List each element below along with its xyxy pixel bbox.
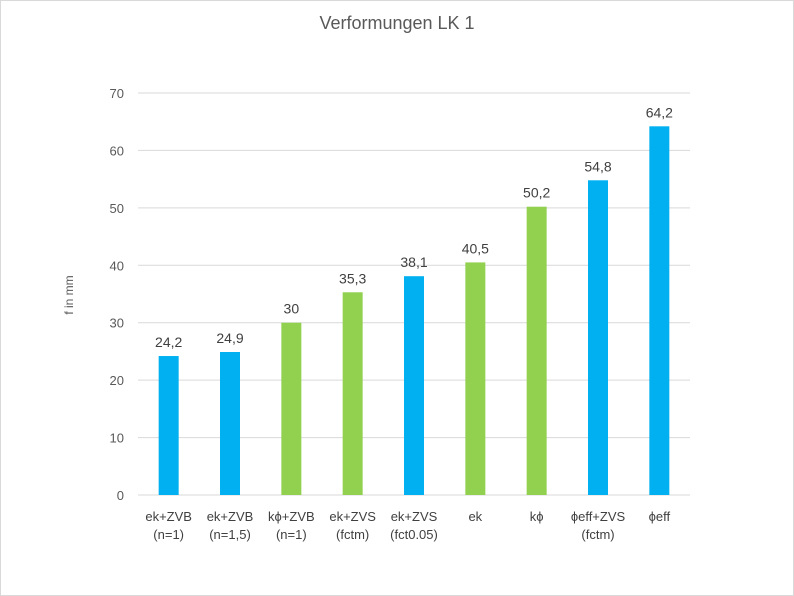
x-tick-label: (n=1,5) xyxy=(209,527,251,542)
x-axis-ticks: ek+ZVB (n=1) ek+ZVB (n=1,5) kϕ+ZVB (n=1) ek+ZV… xyxy=(145,509,670,542)
y-tick-label: 0 xyxy=(117,488,124,503)
data-label: 35,3 xyxy=(339,270,366,286)
bar xyxy=(649,126,670,496)
x-tick-label: (n=1) xyxy=(276,527,307,542)
data-label: 50,2 xyxy=(523,185,550,201)
data-label: 30 xyxy=(284,301,300,317)
bar xyxy=(281,322,302,495)
data-labels: 24,2 24,9 30 35,3 38,1 40,5 50,2 54,8 64,2 xyxy=(155,104,673,350)
bar xyxy=(404,276,424,495)
y-tick-label: 20 xyxy=(110,373,124,388)
x-tick-label: ek+ZVB xyxy=(145,509,192,524)
x-tick-label: (n=1) xyxy=(153,527,184,542)
y-tick-label: 50 xyxy=(110,201,124,216)
y-axis-label: f in mm xyxy=(62,275,76,314)
x-tick-label: kϕ+ZVB xyxy=(268,509,315,524)
data-label: 38,1 xyxy=(400,254,427,270)
y-tick-label: 70 xyxy=(110,86,124,101)
y-tick-label: 30 xyxy=(110,316,124,331)
x-tick-label: ek+ZVS xyxy=(391,509,438,524)
x-tick-label: ek xyxy=(468,509,482,524)
bar xyxy=(526,206,547,496)
y-tick-label: 40 xyxy=(110,258,124,273)
y-tick-label: 60 xyxy=(110,143,124,158)
x-tick-label: (fctm) xyxy=(336,527,369,542)
x-tick-label: ϕeff xyxy=(649,509,671,524)
y-tick-label: 10 xyxy=(110,431,124,446)
bar xyxy=(465,262,486,495)
bar xyxy=(158,356,179,495)
y-axis-ticks: 0 10 20 30 40 50 60 70 xyxy=(110,86,124,503)
x-tick-label: ek+ZVS xyxy=(329,509,376,524)
bar xyxy=(342,292,363,495)
chart-title: Verformungen LK 1 xyxy=(319,13,475,33)
bar xyxy=(220,352,240,495)
x-tick-label: kϕ xyxy=(530,509,544,524)
data-label: 64,2 xyxy=(646,104,673,120)
data-label: 40,5 xyxy=(462,240,489,256)
data-label: 24,9 xyxy=(216,330,243,346)
bars xyxy=(158,126,670,496)
data-label: 54,8 xyxy=(584,158,611,174)
x-tick-label: (fctm) xyxy=(581,527,614,542)
x-tick-label: ϕeff+ZVS xyxy=(571,509,626,524)
bar xyxy=(588,180,608,495)
data-label: 24,2 xyxy=(155,334,182,350)
x-tick-label: ek+ZVB xyxy=(207,509,254,524)
x-tick-label: (fct0.05) xyxy=(390,527,438,542)
